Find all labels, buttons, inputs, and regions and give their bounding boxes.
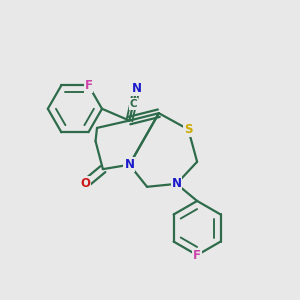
- Text: C: C: [129, 99, 137, 109]
- Text: F: F: [85, 79, 92, 92]
- Text: O: O: [80, 177, 90, 190]
- Text: S: S: [184, 123, 193, 136]
- Text: N: N: [132, 82, 142, 95]
- Text: N: N: [172, 177, 182, 190]
- Text: N: N: [124, 158, 134, 171]
- Text: F: F: [193, 249, 201, 262]
